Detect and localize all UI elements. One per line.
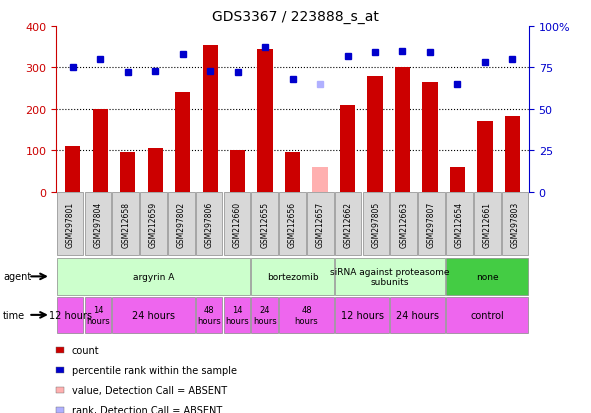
Text: none: none	[476, 272, 499, 281]
Text: GSM212662: GSM212662	[344, 201, 353, 247]
Text: 24 hours: 24 hours	[132, 310, 175, 320]
Text: value, Detection Call = ABSENT: value, Detection Call = ABSENT	[72, 385, 226, 395]
Text: 12 hours: 12 hours	[48, 310, 92, 320]
Bar	[313, 167, 327, 192]
Text: agent: agent	[3, 272, 31, 282]
Text: time: time	[3, 310, 25, 320]
Text: 24 hours: 24 hours	[396, 310, 439, 320]
Text: GSM212654: GSM212654	[455, 201, 464, 247]
Text: GSM212658: GSM212658	[121, 201, 130, 247]
Bar	[395, 68, 410, 192]
Bar	[148, 149, 163, 192]
Text: 14
hours: 14 hours	[225, 306, 249, 325]
Text: GSM297804: GSM297804	[93, 201, 102, 247]
Bar	[423, 83, 437, 192]
Text: GSM212659: GSM212659	[149, 201, 158, 247]
Bar	[368, 76, 382, 192]
Bar	[230, 151, 245, 192]
Bar	[258, 50, 272, 192]
Text: GSM297807: GSM297807	[427, 201, 436, 247]
Text: GSM297802: GSM297802	[177, 201, 186, 247]
Bar	[285, 153, 300, 192]
Text: 24
hours: 24 hours	[253, 306, 277, 325]
Text: 48
hours: 48 hours	[197, 306, 221, 325]
Text: 12 hours: 12 hours	[340, 310, 384, 320]
Text: GSM297805: GSM297805	[372, 201, 381, 247]
Text: argyrin A: argyrin A	[133, 272, 174, 281]
Text: 48
hours: 48 hours	[294, 306, 319, 325]
Bar	[175, 93, 190, 192]
Bar	[505, 117, 520, 192]
Text: GSM297801: GSM297801	[66, 201, 74, 247]
Bar	[203, 45, 217, 192]
Text: GSM212661: GSM212661	[483, 201, 492, 247]
Bar	[340, 105, 355, 192]
Text: GSM212660: GSM212660	[232, 201, 241, 247]
Bar	[478, 122, 492, 192]
Text: control: control	[470, 310, 504, 320]
Text: GSM297803: GSM297803	[511, 201, 519, 247]
Bar	[120, 153, 135, 192]
Text: count: count	[72, 345, 99, 355]
Bar	[93, 109, 108, 192]
Text: rank, Detection Call = ABSENT: rank, Detection Call = ABSENT	[72, 405, 222, 413]
Text: GSM212655: GSM212655	[260, 201, 269, 247]
Text: GDS3367 / 223888_s_at: GDS3367 / 223888_s_at	[212, 10, 379, 24]
Bar	[450, 167, 465, 192]
Text: GSM212656: GSM212656	[288, 201, 297, 247]
Text: percentile rank within the sample: percentile rank within the sample	[72, 365, 236, 375]
Text: bortezomib: bortezomib	[267, 272, 319, 281]
Text: GSM212663: GSM212663	[400, 201, 408, 247]
Bar	[65, 147, 80, 192]
Text: GSM212657: GSM212657	[316, 201, 325, 247]
Text: 14
hours: 14 hours	[86, 306, 110, 325]
Text: GSM297806: GSM297806	[204, 201, 213, 247]
Text: siRNA against proteasome
subunits: siRNA against proteasome subunits	[330, 267, 450, 286]
